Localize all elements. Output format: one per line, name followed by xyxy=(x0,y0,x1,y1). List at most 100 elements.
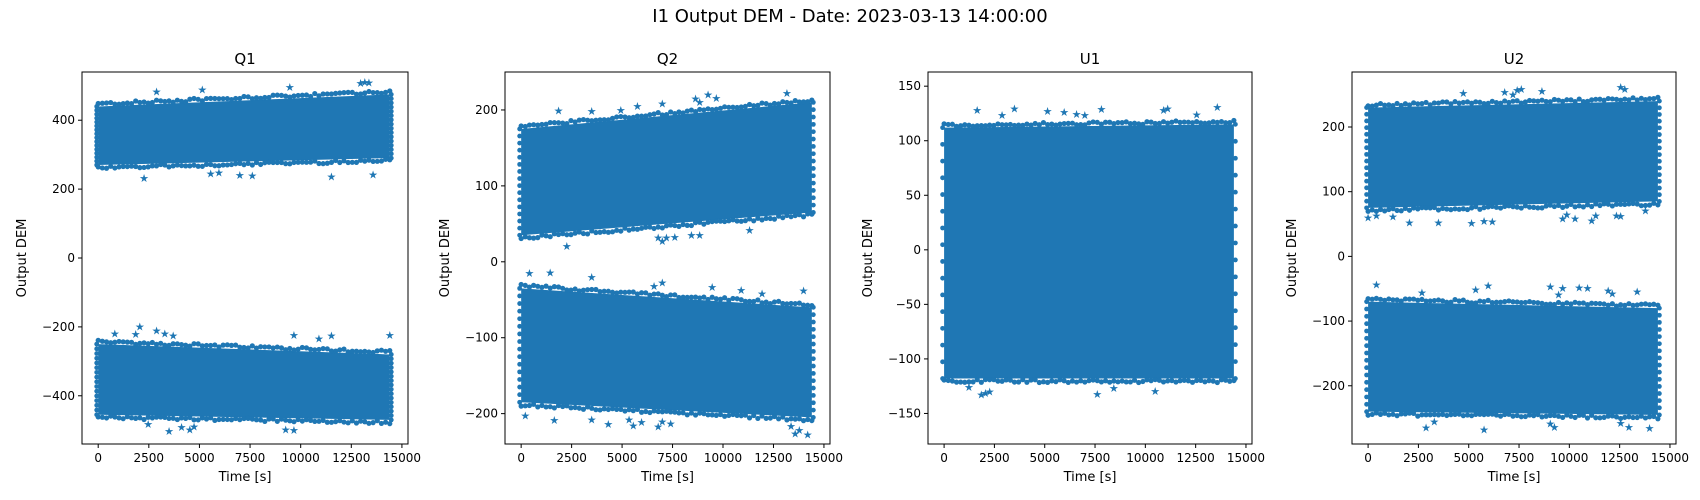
data-point xyxy=(1656,319,1662,325)
data-point xyxy=(1181,377,1187,383)
data-point xyxy=(1364,185,1369,191)
data-point xyxy=(94,150,100,156)
data-point xyxy=(1210,378,1216,384)
data-point xyxy=(1526,412,1533,418)
data-point xyxy=(1526,204,1533,210)
outlier-star-marker: ★ xyxy=(1388,211,1398,224)
y-tick-label: 0 xyxy=(67,251,75,265)
data-point xyxy=(759,300,765,306)
data-point xyxy=(1597,202,1603,209)
data-point xyxy=(1007,121,1013,128)
data-point xyxy=(788,300,794,307)
data-point xyxy=(1448,101,1454,107)
data-point xyxy=(1377,411,1384,417)
data-point xyxy=(388,130,394,136)
data-point xyxy=(953,379,960,385)
outlier-star-marker: ★ xyxy=(803,428,813,441)
data-point xyxy=(651,225,657,232)
data-point xyxy=(1177,119,1183,125)
data-point xyxy=(810,151,816,157)
data-point xyxy=(1185,119,1191,125)
data-point xyxy=(597,407,603,413)
data-point xyxy=(191,162,197,168)
data-point xyxy=(692,220,699,226)
data-point xyxy=(1630,302,1636,308)
data-point xyxy=(995,378,1001,384)
data-point xyxy=(630,114,636,120)
data-point xyxy=(133,341,139,347)
data-point xyxy=(1642,97,1649,103)
outlier-star-marker: ★ xyxy=(637,416,647,429)
data-point xyxy=(299,159,305,165)
data-point xyxy=(1148,119,1154,125)
data-point xyxy=(987,122,993,128)
data-point xyxy=(266,416,272,422)
data-point xyxy=(1020,122,1026,128)
outlier-star-marker: ★ xyxy=(110,328,120,341)
data-point xyxy=(1547,99,1553,105)
data-point xyxy=(1448,412,1454,418)
data-point xyxy=(680,110,686,116)
data-point xyxy=(1435,412,1442,418)
outlier-star-marker: ★ xyxy=(972,104,982,117)
outlier-star-marker: ★ xyxy=(1632,285,1642,298)
data-point xyxy=(1622,96,1628,102)
data-point xyxy=(517,232,523,238)
data-point xyxy=(1580,99,1586,105)
data-point xyxy=(668,292,674,298)
data-point xyxy=(1232,274,1238,280)
data-point xyxy=(1078,121,1084,128)
data-point xyxy=(609,289,616,295)
data-point xyxy=(966,379,972,385)
data-point xyxy=(810,99,816,105)
data-point xyxy=(643,290,649,296)
data-point xyxy=(601,406,607,412)
outlier-star-marker: ★ xyxy=(1467,217,1477,230)
data-point xyxy=(1618,97,1624,103)
outlier-star-marker: ★ xyxy=(686,229,696,242)
data-point xyxy=(805,99,811,105)
data-point xyxy=(94,119,100,125)
data-point xyxy=(784,99,790,106)
data-point xyxy=(1419,412,1425,418)
data-point xyxy=(324,91,330,97)
x-tick-label: 10000 xyxy=(282,451,320,465)
data-point xyxy=(1584,302,1591,308)
data-point xyxy=(580,287,587,293)
data-point xyxy=(680,221,686,228)
data-point xyxy=(526,402,533,409)
outlier-star-marker: ★ xyxy=(703,88,713,101)
data-point xyxy=(108,163,114,169)
data-point xyxy=(245,94,251,100)
data-point xyxy=(1584,202,1591,208)
data-point xyxy=(810,107,816,113)
data-point xyxy=(1543,98,1549,105)
data-point xyxy=(1364,299,1369,305)
data-point xyxy=(295,92,301,99)
data-point xyxy=(1094,378,1100,384)
data-point xyxy=(564,120,570,127)
data-point xyxy=(262,344,268,350)
data-point xyxy=(94,360,100,366)
data-point xyxy=(1656,348,1662,354)
data-point xyxy=(1589,97,1595,103)
outlier-star-marker: ★ xyxy=(757,287,767,300)
data-point xyxy=(614,406,620,412)
data-point xyxy=(1551,301,1557,308)
data-point xyxy=(203,342,210,349)
data-point xyxy=(555,231,562,238)
data-point xyxy=(1489,300,1495,306)
data-point xyxy=(1638,413,1644,419)
data-point xyxy=(543,121,549,127)
data-point xyxy=(626,227,632,233)
data-point xyxy=(174,162,180,168)
data-point xyxy=(705,412,711,418)
data-point xyxy=(551,231,557,237)
data-point xyxy=(1165,378,1171,384)
data-point xyxy=(249,416,255,422)
data-point xyxy=(94,393,100,399)
data-point xyxy=(1656,362,1662,368)
data-point xyxy=(618,406,624,413)
data-point xyxy=(1148,378,1154,384)
data-point xyxy=(266,344,272,350)
